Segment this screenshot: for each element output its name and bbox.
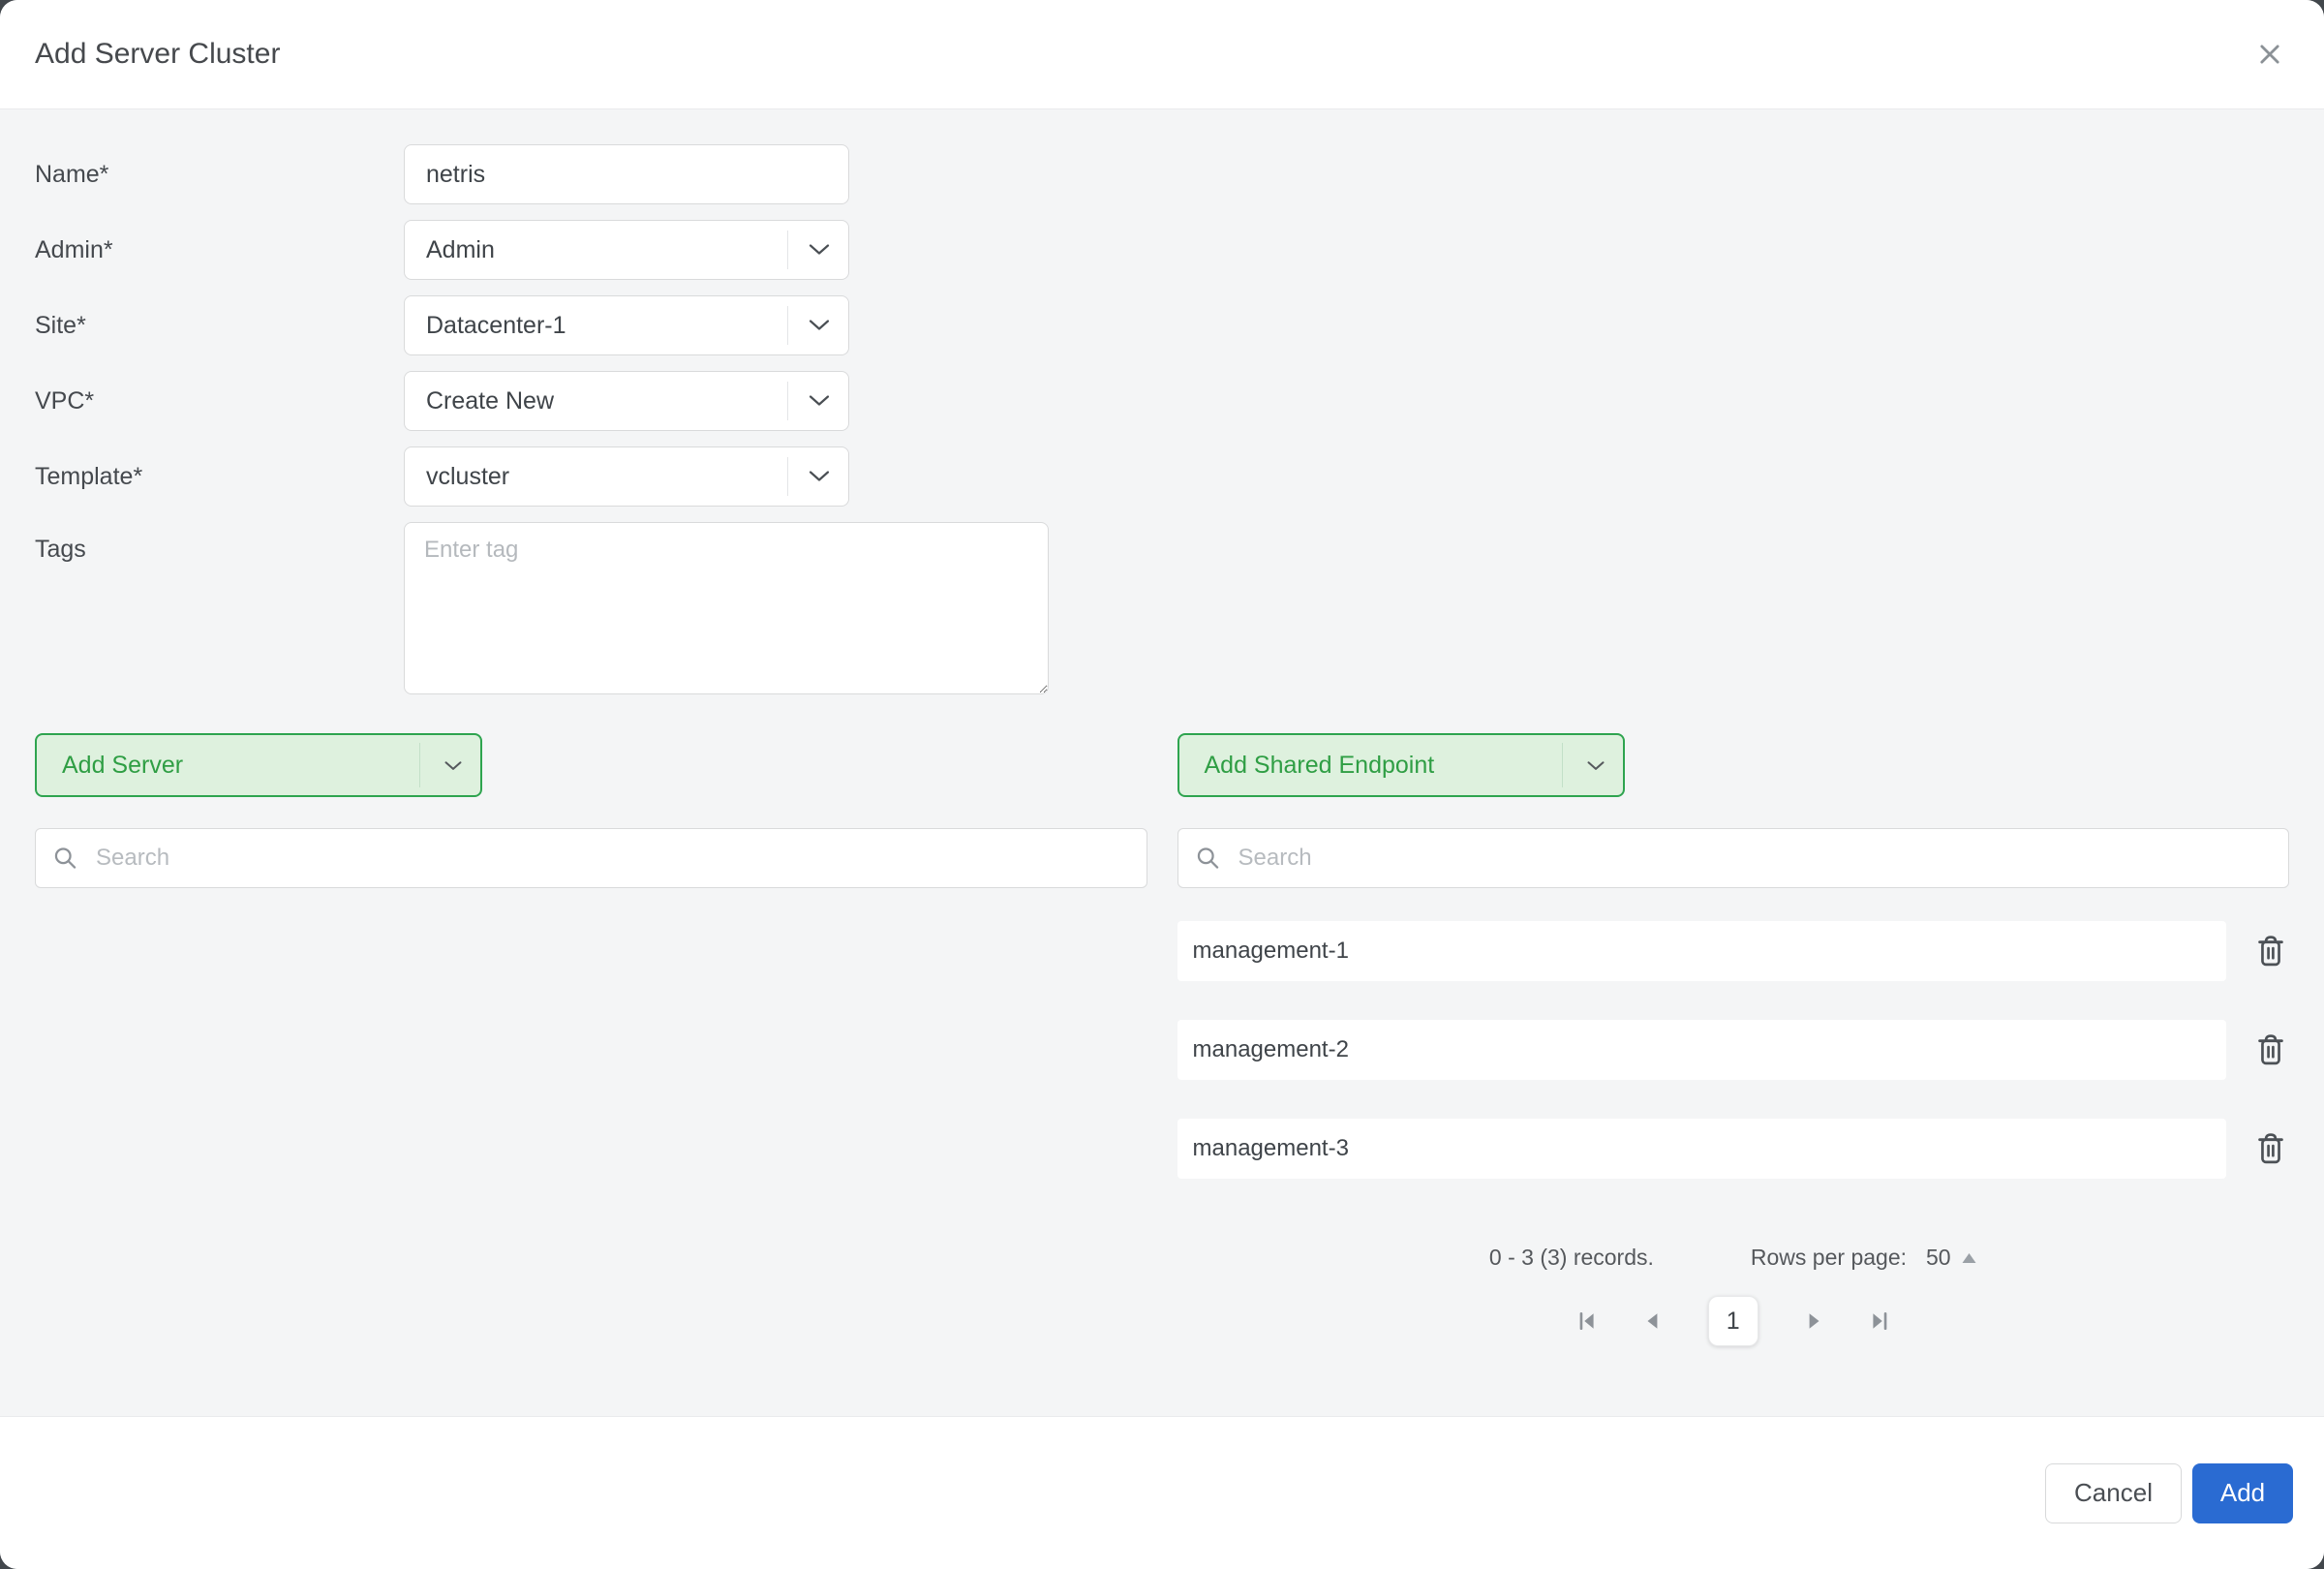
servers-search-box — [35, 828, 1147, 888]
search-icon — [1195, 846, 1221, 872]
previous-page-button[interactable] — [1642, 1310, 1664, 1332]
site-select-value: Datacenter-1 — [426, 311, 566, 339]
add-shared-endpoint-button[interactable]: Add Shared Endpoint — [1177, 733, 1625, 797]
pagination-info: 0 - 3 (3) records. Rows per page: 50 — [1177, 1245, 2290, 1271]
admin-label: Admin* — [35, 235, 113, 263]
endpoints-search-box — [1177, 828, 2289, 888]
endpoint-name[interactable]: management-1 — [1177, 921, 2226, 981]
modal-title: Add Server Cluster — [35, 38, 281, 70]
modal-body: Name* Admin* Admin Site* Datacenter-1 VP — [0, 109, 2324, 1416]
triangle-up-icon — [1961, 1251, 1977, 1265]
endpoint-name[interactable]: management-3 — [1177, 1119, 2226, 1179]
next-page-button[interactable] — [1803, 1310, 1824, 1332]
vpc-select-value: Create New — [426, 386, 554, 415]
chevron-down-icon — [808, 463, 831, 491]
search-icon — [52, 846, 78, 872]
vpc-select[interactable]: Create New — [404, 371, 849, 431]
form-row-site: Site* Datacenter-1 — [35, 295, 2289, 355]
modal-header: Add Server Cluster — [0, 0, 2324, 109]
admin-select[interactable]: Admin — [404, 220, 849, 280]
trash-icon — [2255, 934, 2286, 969]
form-row-template: Template* vcluster — [35, 446, 2289, 507]
add-button[interactable]: Add — [2192, 1462, 2293, 1523]
endpoints-search-input[interactable] — [1177, 828, 2289, 888]
chevron-down-icon — [1586, 752, 1605, 780]
add-server-button-label: Add Server — [62, 751, 184, 779]
endpoint-name[interactable]: management-2 — [1177, 1020, 2226, 1080]
tags-label: Tags — [35, 536, 86, 563]
rows-per-page-label: Rows per page: — [1750, 1245, 1907, 1270]
rows-per-page-value: 50 — [1926, 1245, 1951, 1270]
form-row-vpc: VPC* Create New — [35, 371, 2289, 431]
endpoints-list: management-1 management-2 — [1177, 921, 2290, 1179]
close-icon — [2256, 41, 2283, 68]
template-label: Template* — [35, 462, 143, 490]
endpoint-row: management-3 — [1177, 1119, 2290, 1179]
chevron-down-icon — [808, 312, 831, 340]
server-endpoint-section: Add Server Add Shared Endpoint — [35, 733, 2289, 1346]
cancel-button[interactable]: Cancel — [2045, 1462, 2182, 1523]
servers-search-input[interactable] — [35, 828, 1147, 888]
rows-per-page-control[interactable]: Rows per page: 50 — [1751, 1245, 1977, 1271]
template-select[interactable]: vcluster — [404, 446, 849, 507]
records-count: 0 - 3 (3) records. — [1488, 1245, 1654, 1270]
trash-icon — [2255, 1032, 2286, 1067]
servers-column: Add Server — [35, 733, 1147, 1346]
chevron-down-icon — [808, 387, 831, 415]
trash-icon — [2255, 1131, 2286, 1166]
delete-endpoint-button[interactable] — [2255, 1131, 2286, 1166]
form-row-tags: Tags — [35, 522, 2289, 694]
admin-select-value: Admin — [426, 235, 495, 263]
tags-textarea[interactable] — [404, 522, 1049, 694]
site-select[interactable]: Datacenter-1 — [404, 295, 849, 355]
modal-footer: Cancel Add — [0, 1416, 2324, 1569]
endpoints-column: Add Shared Endpoint management-1 — [1177, 733, 2290, 1346]
vpc-label: VPC* — [35, 386, 95, 415]
first-page-button[interactable] — [1576, 1310, 1598, 1332]
chevron-down-icon — [808, 236, 831, 264]
site-label: Site* — [35, 311, 86, 339]
chevron-down-icon — [443, 752, 463, 780]
close-button[interactable] — [2250, 35, 2289, 74]
name-input[interactable] — [404, 144, 849, 204]
endpoint-row: management-2 — [1177, 1020, 2290, 1080]
add-shared-endpoint-button-label: Add Shared Endpoint — [1204, 751, 1435, 779]
name-label: Name* — [35, 160, 109, 188]
last-page-button[interactable] — [1869, 1310, 1890, 1332]
form-row-admin: Admin* Admin — [35, 220, 2289, 280]
add-server-button[interactable]: Add Server — [35, 733, 482, 797]
pagination-controls: 1 — [1177, 1296, 2290, 1346]
delete-endpoint-button[interactable] — [2255, 1032, 2286, 1067]
delete-endpoint-button[interactable] — [2255, 934, 2286, 969]
endpoint-row: management-1 — [1177, 921, 2290, 981]
form-row-name: Name* — [35, 144, 2289, 204]
current-page-indicator[interactable]: 1 — [1707, 1296, 1758, 1346]
template-select-value: vcluster — [426, 462, 510, 490]
